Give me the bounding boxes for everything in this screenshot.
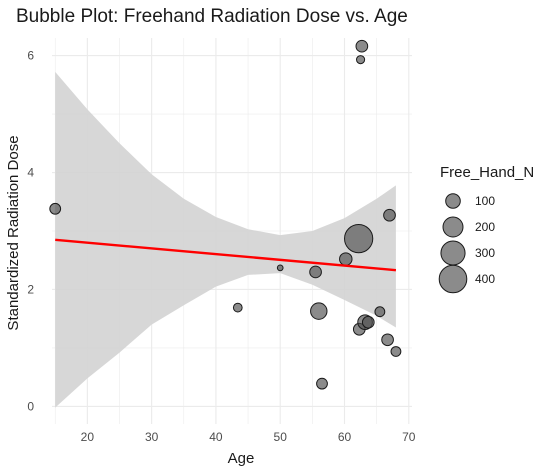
data-point — [339, 252, 353, 266]
data-point — [344, 223, 374, 254]
y-axis-title: Standardized Radiation Dose — [5, 135, 22, 330]
legend-label: 100 — [475, 194, 495, 208]
data-point — [232, 302, 243, 313]
regression-line — [55, 238, 397, 272]
y-tick-label: 2 — [27, 282, 34, 296]
legend-label: 400 — [475, 272, 495, 286]
x-tick-label: 40 — [209, 430, 223, 444]
x-tick-label: 60 — [338, 430, 352, 444]
legend-key — [445, 193, 461, 209]
data-point — [361, 315, 375, 329]
confidence-band — [55, 71, 396, 408]
x-tick-label: 30 — [145, 430, 159, 444]
chart-title: Bubble Plot: Freehand Radiation Dose vs.… — [16, 6, 408, 27]
data-point — [276, 264, 284, 272]
x-axis-title: Age — [228, 450, 255, 467]
legend-key — [440, 240, 466, 266]
x-tick-label: 50 — [274, 430, 288, 444]
data-point — [355, 39, 369, 53]
y-axis-ticks: 0 2 4 6 — [27, 49, 34, 414]
x-axis-ticks: 20 30 40 50 60 70 — [81, 430, 416, 444]
data-point — [49, 202, 62, 215]
y-tick-label: 0 — [27, 399, 34, 413]
x-tick-label: 20 — [81, 430, 95, 444]
data-point — [309, 265, 322, 279]
legend-items: 100 200 300 400 — [438, 193, 495, 294]
legend-title: Free_Hand_N — [440, 164, 534, 181]
data-point — [316, 377, 328, 390]
data-points — [49, 39, 402, 390]
data-point — [356, 55, 366, 65]
data-point — [310, 302, 328, 320]
grid-lines — [52, 38, 412, 424]
y-tick-label: 4 — [27, 166, 34, 180]
data-point — [374, 306, 386, 318]
legend-key — [438, 264, 468, 294]
x-tick-label: 70 — [402, 430, 416, 444]
legend-key — [442, 216, 464, 238]
data-point — [383, 208, 396, 222]
y-tick-label: 6 — [27, 49, 34, 63]
legend-label: 200 — [475, 220, 495, 234]
plot-panel — [49, 38, 412, 424]
legend-label: 300 — [475, 246, 495, 260]
data-point — [381, 333, 394, 347]
data-point — [390, 346, 402, 357]
size-legend: Free_Hand_N 100 200 300 400 — [438, 164, 534, 294]
